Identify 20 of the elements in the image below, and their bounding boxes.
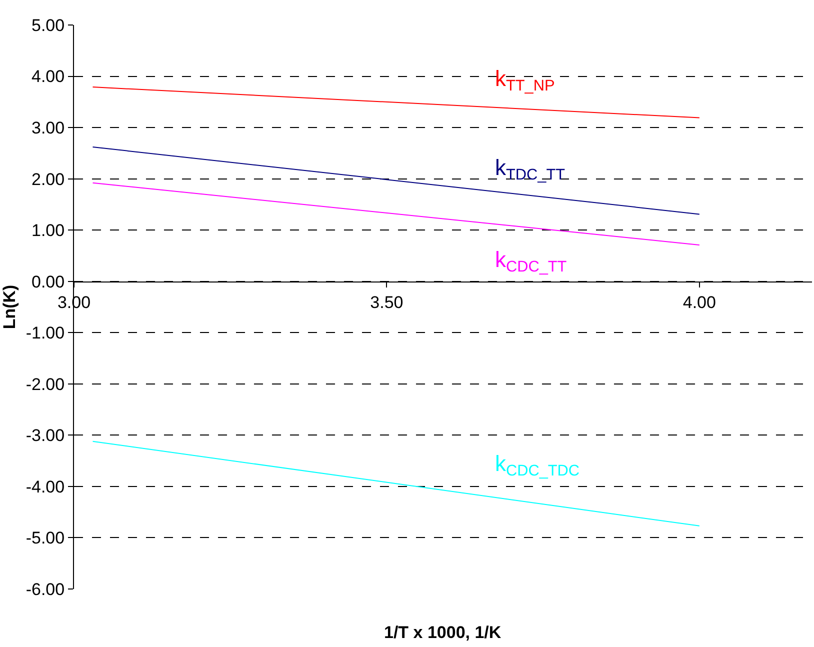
y-tick-label: 1.00: [32, 221, 65, 240]
y-tick-label: -2.00: [26, 374, 65, 394]
y-tick-label: 4.00: [32, 67, 65, 86]
y-axis-title: Ln(K): [0, 284, 19, 330]
y-tick-label: 2.00: [32, 170, 65, 189]
series-label: k$_{TT_NP}$: [495, 66, 555, 95]
y-tick-label: -5.00: [26, 528, 65, 548]
series-label: k$_{CDC_TDC}$: [495, 451, 580, 480]
y-tick-label: 3.00: [32, 118, 65, 138]
y-tick-label: -4.00: [26, 477, 65, 496]
x-tick-label: 3.50: [370, 292, 404, 312]
y-tick-label: 5.00: [32, 16, 65, 35]
x-axis-title: 1/T x 1000, 1/K: [384, 623, 502, 642]
series-label: k$_{TDC_TT}$: [495, 155, 566, 184]
y-tick-label: 0.00: [32, 272, 65, 292]
x-tick-label: 4.00: [682, 292, 716, 312]
y-tick-label: -3.00: [26, 426, 65, 446]
y-tick-label: -1.00: [26, 324, 65, 343]
series-label: k$_{CDC_TT}$: [495, 247, 568, 276]
y-tick-label: -6.00: [26, 580, 65, 599]
